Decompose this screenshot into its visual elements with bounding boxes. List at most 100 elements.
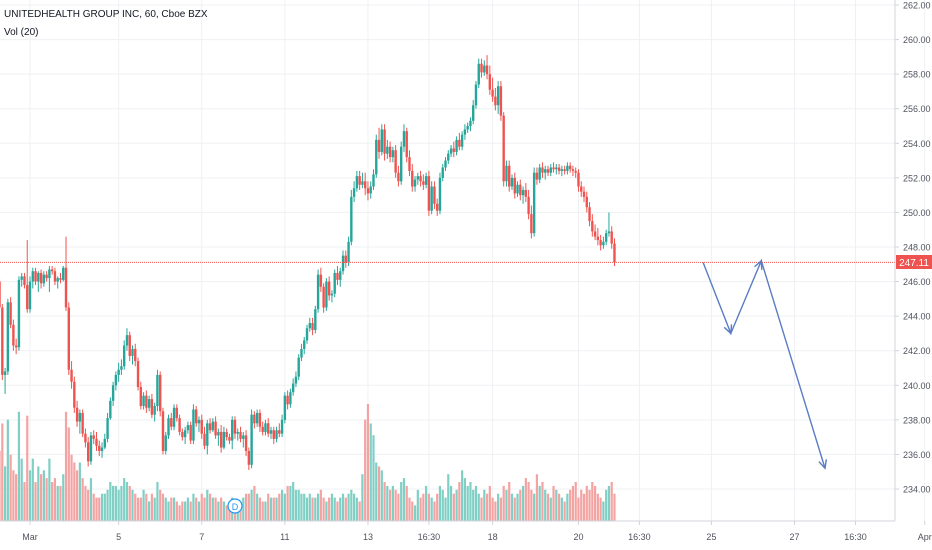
time-axis[interactable]: Mar 5 7 11 13 16:30 18 20 16:30 25 27 16:30 Apr — [22, 521, 932, 542]
volume-bar — [574, 482, 577, 521]
candle-body — [56, 278, 59, 282]
dividend-marker-label: D — [232, 502, 239, 512]
volume-bar — [527, 482, 530, 521]
volume-bar — [167, 501, 170, 521]
volume-bar — [436, 493, 439, 521]
volume-bar — [272, 497, 275, 521]
volume-bar — [145, 493, 148, 521]
candle-body — [613, 243, 616, 263]
candle-body — [255, 412, 259, 424]
candle-body — [361, 181, 364, 185]
volume-bar — [483, 489, 486, 521]
candle-body — [535, 172, 539, 180]
candle-body — [86, 442, 90, 462]
candle-body — [92, 435, 95, 439]
candle-body — [336, 272, 339, 280]
candle-body — [391, 150, 395, 158]
price-tick-label: 252.00 — [903, 173, 931, 183]
candle-body — [339, 271, 342, 280]
candle-body — [397, 172, 400, 182]
candle-body — [53, 271, 57, 282]
volume-bar — [497, 493, 500, 521]
volume-bar — [333, 497, 336, 521]
candle-body — [283, 395, 287, 420]
volume-bar — [134, 493, 137, 521]
volume-bar — [186, 497, 189, 521]
volume-bar — [164, 497, 167, 521]
volume-bar — [12, 470, 15, 521]
candle-body — [64, 267, 68, 308]
candle-body — [39, 272, 43, 284]
candle-body — [505, 165, 508, 182]
volume-bar — [211, 497, 214, 521]
candle-body — [433, 186, 436, 204]
volume-bar — [225, 505, 228, 521]
candle-body — [9, 302, 12, 325]
candle-body — [383, 129, 386, 154]
volume-bar — [253, 485, 256, 521]
volume-bar — [607, 485, 611, 521]
volume-bar — [508, 482, 511, 521]
candle-body — [557, 167, 561, 171]
candle-body — [530, 214, 533, 234]
arrow-head — [818, 459, 828, 470]
price-axis[interactable]: 234.00 236.00 238.00 240.00 242.00 244.00 246.… — [895, 1, 931, 495]
volume-bar — [461, 470, 464, 521]
path-line — [702, 258, 826, 469]
candle-body — [70, 369, 73, 382]
volume-bar — [419, 497, 422, 521]
volume-bar — [109, 482, 112, 521]
volume-bar — [51, 482, 54, 521]
candle-body — [386, 146, 389, 154]
volume-bar — [569, 489, 572, 521]
volume-bar — [316, 493, 320, 521]
trend-drawing[interactable] — [702, 258, 828, 470]
volume-bar — [239, 501, 242, 521]
candle-body — [333, 272, 336, 294]
candle-body — [247, 450, 251, 465]
volume-bar — [67, 427, 70, 521]
symbol-legend[interactable]: UNITEDHEALTH GROUP INC, 60, Cboe BZX — [4, 9, 208, 20]
volume-bar — [87, 489, 90, 521]
candle-body — [327, 281, 331, 296]
time-tick-label: 5 — [116, 532, 121, 542]
candle-body — [308, 323, 311, 329]
volume-bar — [593, 485, 597, 521]
volume-bar — [278, 493, 281, 521]
candle-body — [189, 425, 192, 441]
volume-bar — [322, 497, 325, 521]
candle-body — [214, 421, 217, 436]
candle-body — [275, 430, 278, 439]
volume-bar — [31, 458, 34, 521]
volume-bar — [325, 501, 328, 521]
volume-bar — [563, 501, 566, 521]
volume-bar — [605, 489, 608, 521]
candle-body — [347, 241, 350, 263]
candle-body — [128, 335, 131, 356]
volume-bar — [377, 466, 381, 521]
volume-legend[interactable]: Vol (20) — [4, 27, 39, 38]
candle-body — [452, 148, 456, 152]
volume-bar — [369, 423, 372, 521]
volume-bar — [519, 489, 522, 521]
candle-body — [42, 274, 46, 284]
arrow-head — [723, 324, 733, 335]
time-tick-label: 13 — [363, 532, 373, 542]
volume-bar — [510, 493, 514, 521]
candle-body — [483, 65, 486, 73]
candle-body — [12, 324, 15, 346]
candle-body — [206, 423, 209, 446]
dividend-marker[interactable]: D — [227, 498, 243, 514]
candle-body — [170, 418, 173, 427]
candle-body — [225, 431, 228, 438]
candle-body — [1, 307, 4, 375]
candle-body — [289, 392, 292, 405]
volume-bar — [42, 470, 45, 521]
candle-body — [350, 196, 353, 242]
volume-bar — [95, 497, 98, 521]
volume-bar — [552, 485, 555, 521]
price-tick-label: 258.00 — [903, 70, 931, 80]
last-price-value: 247.11 — [899, 258, 929, 269]
candle-body — [311, 323, 314, 330]
